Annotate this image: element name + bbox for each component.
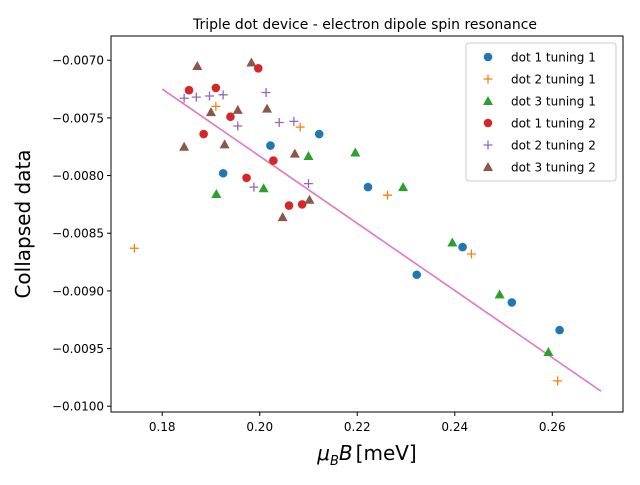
legend-marker-2 [483, 74, 493, 84]
y-axis-label: Collapsed data [11, 149, 35, 298]
data-point-series-6 [219, 139, 230, 149]
data-point-series-6 [262, 103, 273, 113]
y-tick-label: −0.0075 [52, 111, 104, 125]
data-point-series-6 [304, 194, 315, 204]
data-point-series-3 [211, 189, 222, 199]
data-point-series-5 [218, 90, 228, 100]
data-point-series-4 [284, 201, 294, 210]
fit-line [161, 88, 602, 392]
data-point-series-4 [226, 112, 235, 122]
y-tick-label: −0.0095 [52, 342, 104, 356]
data-point-series-4 [297, 200, 307, 209]
x-tick-label: 0.20 [246, 420, 273, 434]
y-tick-label: −0.0085 [52, 227, 104, 241]
x-axis-label: μBB [meV] [316, 441, 416, 469]
data-point-series-3 [494, 289, 505, 299]
data-point-series-5 [191, 92, 201, 102]
legend-label-2: dot 2 tuning 1 [511, 73, 596, 87]
x-tick-label: 0.26 [539, 420, 566, 434]
y-tick-label: −0.0070 [52, 54, 104, 68]
data-point-series-5 [261, 88, 271, 98]
data-point-series-4 [184, 85, 194, 95]
data-point-series-1 [363, 182, 373, 192]
data-point-series-1 [266, 141, 275, 150]
y-tick-label: −0.0090 [52, 284, 104, 298]
y-tick-label: −0.0080 [52, 169, 104, 183]
chart-title: Triple dot device - electron dipole spin… [192, 17, 537, 33]
y-axis-ticks: −0.0100 −0.0095 −0.0090 −0.0085 −0.0080 −0.00… [52, 54, 111, 414]
data-point-series-4 [211, 83, 221, 93]
data-point-series-1 [412, 270, 422, 280]
fit-layer [161, 88, 602, 392]
data-point-series-3 [398, 182, 409, 192]
x-tick-label: 0.24 [441, 420, 468, 434]
data-point-series-6 [246, 57, 257, 67]
legend-marker-4 [483, 118, 493, 128]
legend-marker-6 [483, 162, 493, 171]
legend-marker-3 [483, 96, 493, 105]
legend-marker-5 [483, 140, 493, 150]
data-point-series-2 [211, 101, 221, 111]
data-points [129, 57, 564, 386]
data-point-series-1 [218, 168, 228, 178]
x-tick-label: 0.22 [344, 420, 371, 434]
data-point-series-5 [179, 93, 189, 103]
data-point-series-3 [543, 347, 554, 357]
data-point-series-5 [289, 116, 299, 126]
data-point-series-6 [179, 141, 190, 151]
x-axis-label-mu: μ [316, 441, 330, 465]
data-point-series-5 [303, 179, 313, 189]
data-point-series-2 [382, 190, 392, 200]
data-point-series-2 [129, 243, 139, 253]
data-point-series-2 [553, 376, 563, 386]
data-point-series-2 [466, 249, 476, 259]
data-point-series-3 [303, 150, 314, 160]
y-tick-label: −0.0100 [52, 400, 104, 414]
data-point-series-4 [242, 173, 251, 183]
data-point-series-4 [199, 129, 208, 139]
data-point-series-1 [458, 242, 467, 252]
data-point-series-5 [249, 182, 259, 192]
data-point-series-6 [205, 107, 216, 117]
data-point-series-1 [314, 129, 324, 139]
x-axis-label-var: B [339, 441, 353, 465]
legend-label-5: dot 2 tuning 2 [511, 139, 596, 153]
data-point-series-1 [507, 298, 517, 307]
data-point-series-1 [555, 325, 564, 335]
data-point-series-3 [258, 183, 269, 193]
legend-label-4: dot 1 tuning 2 [511, 117, 596, 131]
plot-frame [110, 35, 624, 413]
x-axis-label-unit: [meV] [356, 441, 417, 465]
data-point-series-6 [289, 148, 300, 158]
data-point-series-3 [350, 147, 361, 157]
data-point-series-4 [269, 156, 278, 165]
data-point-series-6 [277, 212, 288, 222]
x-tick-label: 0.18 [149, 420, 176, 434]
legend-label-6: dot 3 tuning 2 [511, 161, 596, 175]
legend-marker-1 [483, 52, 493, 62]
data-point-series-5 [204, 91, 214, 101]
legend: dot 1 tuning 1 dot 2 tuning 1 dot 3 tuning… [465, 42, 617, 182]
data-point-series-5 [274, 118, 284, 128]
data-point-series-2 [295, 122, 305, 132]
data-point-series-5 [233, 121, 243, 131]
x-axis-ticks: 0.18 0.20 0.22 0.24 0.26 [149, 412, 566, 434]
legend-label-3: dot 3 tuning 1 [511, 95, 596, 109]
legend-label-1: dot 1 tuning 1 [511, 51, 596, 65]
data-point-series-6 [192, 60, 203, 70]
x-axis-label-sub: B [330, 454, 339, 469]
legend-box [465, 42, 617, 182]
data-point-series-3 [447, 237, 458, 247]
data-point-series-6 [232, 104, 243, 114]
